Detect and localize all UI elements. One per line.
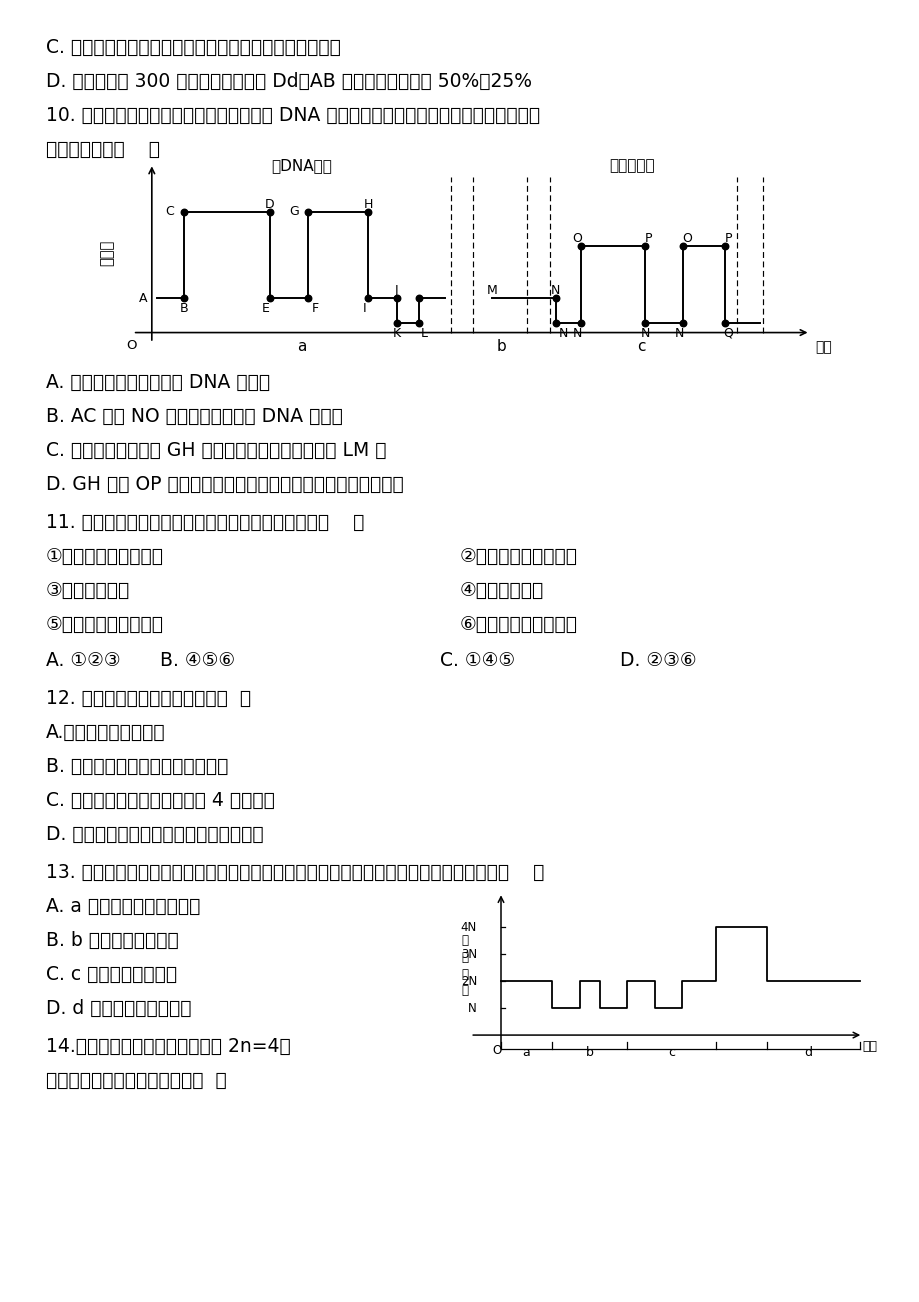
Point [573, 236, 588, 256]
Text: H: H [363, 198, 372, 211]
Text: J: J [394, 284, 398, 297]
Text: b: b [585, 1046, 593, 1059]
Text: O: O [492, 1044, 501, 1057]
Text: 相对值: 相对值 [99, 240, 115, 267]
Text: 4N: 4N [460, 921, 477, 934]
Text: M: M [486, 284, 497, 297]
Text: C: C [165, 206, 174, 219]
Text: B. ④⑤⑥: B. ④⑤⑥ [160, 651, 235, 671]
Text: L: L [420, 327, 427, 340]
Text: ④有丝分裂中期: ④有丝分裂中期 [460, 581, 544, 600]
Text: B: B [179, 302, 187, 315]
Text: ②减数第二次分裂后期: ②减数第二次分裂后期 [460, 547, 577, 566]
Text: A. ①②③: A. ①②③ [46, 651, 120, 671]
Point [675, 312, 690, 333]
Text: G: G [289, 206, 299, 219]
Point [300, 202, 314, 223]
Text: O: O [572, 232, 582, 245]
Text: N: N [468, 1001, 477, 1014]
Text: F: F [312, 302, 319, 315]
Text: D. ②③⑥: D. ②③⑥ [619, 651, 696, 671]
Text: ①减数第一次分裂后期: ①减数第一次分裂后期 [46, 547, 164, 566]
Text: B. b 过程细胞数目不变: B. b 过程细胞数目不变 [46, 931, 178, 950]
Text: a: a [296, 339, 306, 354]
Text: 12. 根据下图，叙述中正确的是（  ）: 12. 根据下图，叙述中正确的是（ ） [46, 689, 251, 708]
Text: 时期: 时期 [814, 340, 831, 354]
Text: C. 乙同学模拟的是非同源染色体上非等位基因的自由组合: C. 乙同学模拟的是非同源染色体上非等位基因的自由组合 [46, 38, 341, 57]
Point [389, 312, 403, 333]
Text: 11. 下列细胞既含有同源染色体，又含染色单体的是（    ）: 11. 下列细胞既含有同源染色体，又含染色单体的是（ ） [46, 513, 364, 533]
Point [717, 312, 732, 333]
Text: 2N: 2N [460, 975, 477, 988]
Text: 染: 染 [461, 935, 468, 948]
Point [412, 312, 426, 333]
Text: ③有丝分裂后期: ③有丝分裂后期 [46, 581, 130, 600]
Point [573, 312, 588, 333]
Text: K: K [392, 327, 401, 340]
Text: P: P [644, 232, 652, 245]
Text: ⑥减数第二次分裂中期: ⑥减数第二次分裂中期 [460, 615, 577, 634]
Point [176, 288, 191, 309]
Text: O: O [126, 340, 137, 352]
Point [675, 236, 690, 256]
Text: P: P [724, 232, 732, 245]
Text: E: E [262, 302, 269, 315]
Text: b: b [496, 339, 506, 354]
Point [360, 202, 375, 223]
Point [300, 288, 314, 309]
Point [637, 236, 652, 256]
Text: N: N [550, 284, 560, 297]
Point [176, 202, 191, 223]
Text: 体: 体 [461, 967, 468, 980]
Text: 数: 数 [461, 984, 468, 997]
Point [262, 202, 277, 223]
Text: 色: 色 [461, 950, 468, 963]
Text: A. a 过程没有姐妹染色单体: A. a 过程没有姐妹染色单体 [46, 897, 200, 917]
Text: c: c [667, 1046, 675, 1059]
Point [360, 288, 375, 309]
Text: A. 图中所示时期发生三次 DNA 的复制: A. 图中所示时期发生三次 DNA 的复制 [46, 372, 270, 392]
Text: N: N [573, 327, 582, 340]
Text: a: a [522, 1046, 530, 1059]
Text: D. GH 段和 OP 段含有的染色体数目相同，且都含有同源染色体: D. GH 段和 OP 段含有的染色体数目相同，且都含有同源染色体 [46, 475, 403, 493]
Text: A.甲可能是丙的子细胞: A.甲可能是丙的子细胞 [46, 723, 165, 742]
Text: C. 甲、乙、丙三个细胞均含有 4 条染色体: C. 甲、乙、丙三个细胞均含有 4 条染色体 [46, 792, 275, 810]
Text: 染色体数目: 染色体数目 [608, 159, 654, 173]
Text: B. AC 段和 NO 段形成的原因都是 DNA 的复制: B. AC 段和 NO 段形成的原因都是 DNA 的复制 [46, 408, 343, 426]
Text: D. 甲、乙、丙三个细胞均含有同源染色体: D. 甲、乙、丙三个细胞均含有同源染色体 [46, 825, 264, 844]
Point [637, 312, 652, 333]
Text: B. 乙、丙细胞不可能来自同一个体: B. 乙、丙细胞不可能来自同一个体 [46, 756, 228, 776]
Text: 叙述正确的是（    ）: 叙述正确的是（ ） [46, 141, 160, 159]
Text: D. 甲、乙重复 300 次实验后，统计的 Dd、AB 组合的概率依次为 50%、25%: D. 甲、乙重复 300 次实验后，统计的 Dd、AB 组合的概率依次为 50%… [46, 72, 531, 91]
Text: ⑤减数第一次分裂中期: ⑤减数第一次分裂中期 [46, 615, 164, 634]
Point [717, 236, 732, 256]
Text: 据图指出下列叙述不正确的是（  ）: 据图指出下列叙述不正确的是（ ） [46, 1072, 226, 1090]
Text: N: N [674, 327, 684, 340]
Text: 13. 下图表示在不同生命活动过程中，细胞内染色体数目的变化曲线，下列叙述正确的是（    ）: 13. 下图表示在不同生命活动过程中，细胞内染色体数目的变化曲线，下列叙述正确的… [46, 863, 544, 881]
Text: d: d [803, 1046, 811, 1059]
Point [548, 288, 562, 309]
Text: 14.假定某动物体细胞染色体数目 2n=4，: 14.假定某动物体细胞染色体数目 2n=4， [46, 1036, 290, 1056]
Text: C. 基因的分离发生在 GH 段，基因的自由组合发生在 LM 段: C. 基因的分离发生在 GH 段，基因的自由组合发生在 LM 段 [46, 441, 386, 460]
Text: D: D [265, 198, 274, 211]
Text: A: A [139, 292, 147, 305]
Point [412, 288, 426, 309]
Text: C. ①④⑤: C. ①④⑤ [439, 651, 515, 671]
Text: C. c 过程发生细胞融合: C. c 过程发生细胞融合 [46, 965, 177, 984]
Text: 核DNA含量: 核DNA含量 [270, 159, 332, 173]
Point [548, 312, 562, 333]
Text: 10. 下图表示细胞分裂和受精作用过程中核 DNA 含量和染色体数目的变化。据图分析，下列: 10. 下图表示细胞分裂和受精作用过程中核 DNA 含量和染色体数目的变化。据图… [46, 105, 539, 125]
Text: O: O [681, 232, 691, 245]
Text: 时间: 时间 [862, 1040, 877, 1053]
Text: Q: Q [722, 327, 732, 340]
Point [389, 288, 403, 309]
Text: I: I [362, 302, 366, 315]
Text: 3N: 3N [460, 948, 477, 961]
Text: D. d 过程没有同源染色体: D. d 过程没有同源染色体 [46, 999, 191, 1018]
Text: N: N [558, 327, 568, 340]
Point [262, 288, 277, 309]
Text: N: N [640, 327, 649, 340]
Text: c: c [637, 339, 645, 354]
